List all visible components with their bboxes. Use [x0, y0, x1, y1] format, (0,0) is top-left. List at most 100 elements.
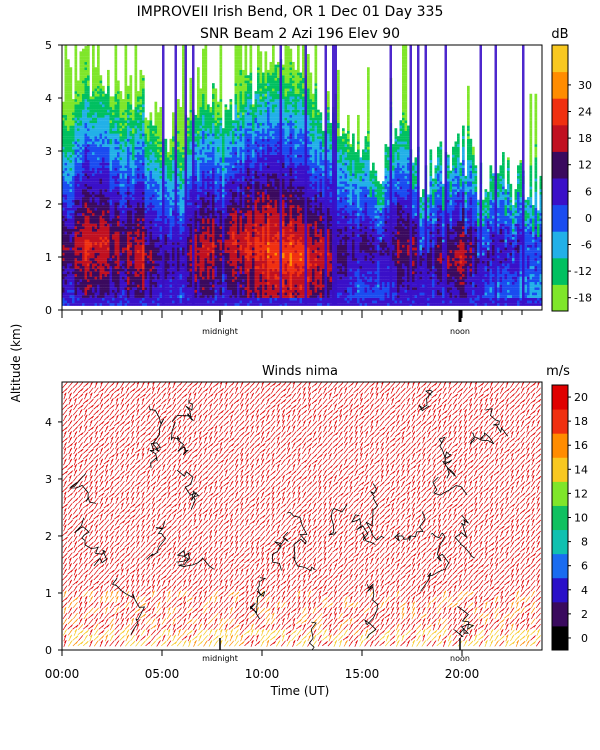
snr-y-ticks: 0 1 2 3 4 5 [45, 39, 62, 317]
snr-colorbar-swatch [552, 98, 568, 126]
snr-y-tick-label: 2 [45, 198, 52, 211]
wind-contour-line [111, 577, 146, 635]
wind-contour-line [308, 621, 317, 650]
winds-colorbar-label: 14 [574, 463, 588, 476]
wind-contour-line [328, 504, 348, 536]
wind-contour-line [351, 514, 376, 545]
snr-colorbar-label: 18 [578, 132, 592, 145]
panel-title-winds: Winds nima [262, 364, 338, 379]
winds-colorbar-label: 18 [574, 415, 588, 428]
winds-colorbar-label: 16 [574, 439, 588, 452]
winds-colorbar-swatch [552, 577, 568, 603]
winds-colorbar-swatch [552, 625, 568, 651]
winds-x-tick-label: 20:00 [445, 667, 480, 681]
snr-y-tick-label: 5 [45, 39, 52, 52]
wind-contour-line [454, 514, 475, 559]
snr-y-tick-label: 1 [45, 251, 52, 264]
winds-colorbar-label: 20 [574, 391, 588, 404]
winds-y-tick-label: 3 [45, 473, 52, 486]
wind-contour-line [432, 476, 468, 496]
winds-colorbar-swatch [552, 601, 568, 627]
snr-colorbar-swatch [552, 284, 568, 312]
winds-colorbar: m/s 0 2 4 6 8 10 12 14 16 18 20 [546, 364, 588, 651]
wind-contour-line [485, 408, 509, 437]
snr-colorbar-swatch [552, 151, 568, 179]
winds-y-tick-label: 4 [45, 416, 52, 429]
winds-panel: Winds nima 0 1 2 3 4 00:00 05:00 10:00 15:00 20:… [45, 364, 543, 698]
winds-colorbar-label: 12 [574, 487, 588, 500]
snr-midnight-label: midnight [202, 327, 238, 336]
winds-colorbar-unit: m/s [546, 364, 570, 379]
snr-colorbar-label: 12 [578, 159, 592, 172]
snr-colorbar-label: 30 [578, 79, 592, 92]
winds-midnight-label: midnight [202, 654, 238, 663]
snr-colorbar: dB -18 -12 -6 0 6 12 18 24 30 [551, 27, 592, 312]
y-axis-label: Altitude (km) [9, 324, 23, 403]
figure-title: IMPROVEII Irish Bend, OR 1 Dec 01 Day 33… [137, 4, 444, 20]
snr-panel: 0 1 2 3 4 5 midnight noon [45, 39, 543, 336]
winds-x-tick-label: 15:00 [345, 667, 380, 681]
snr-colorbar-label: 6 [585, 185, 592, 198]
wind-barbs [62, 382, 542, 647]
winds-colorbar-swatch [552, 409, 568, 434]
winds-colorbar-label: 6 [581, 560, 588, 573]
wind-contour-line [271, 531, 289, 571]
snr-colorbar-unit: dB [551, 27, 568, 42]
winds-colorbar-label: 8 [581, 536, 588, 549]
wind-contour-line [146, 521, 167, 560]
winds-colorbar-swatch [552, 385, 568, 410]
winds-y-tick-label: 0 [45, 644, 52, 657]
wind-contour-line [171, 399, 194, 423]
snr-x-ticks [61, 310, 523, 322]
winds-x-tick-label: 05:00 [145, 667, 180, 681]
winds-colorbar-swatch [552, 457, 568, 482]
wind-contour-line [249, 577, 267, 620]
snr-colorbar-swatch [552, 45, 568, 73]
winds-y-ticks: 0 1 2 3 4 [45, 416, 62, 657]
snr-colorbar-swatch [552, 124, 568, 152]
winds-colorbar-label: 4 [581, 584, 588, 597]
wind-contour-line [170, 421, 190, 456]
winds-x-tick-label: 00:00 [45, 667, 80, 681]
winds-y-tick-label: 2 [45, 530, 52, 543]
wind-contour-line [176, 469, 200, 510]
snr-colorbar-swatch [552, 231, 568, 259]
snr-colorbar-label: -18 [574, 292, 592, 305]
winds-colorbar-label: 0 [581, 632, 588, 645]
x-axis-label: Time (UT) [270, 684, 330, 698]
snr-noon-label: noon [450, 327, 470, 336]
winds-colorbar-swatch [552, 433, 568, 458]
wind-contour-line [365, 483, 385, 541]
winds-noon-label: noon [450, 654, 470, 663]
winds-colorbar-label: 10 [574, 512, 588, 525]
wind-contour-line [420, 532, 450, 592]
wind-contour-line [363, 583, 379, 639]
wind-contour-line [74, 517, 108, 567]
wind-contours [68, 389, 509, 650]
wind-contour-line [176, 549, 215, 570]
snr-colorbar-label: -6 [581, 239, 592, 252]
snr-colorbar-label: -12 [574, 265, 592, 278]
snr-y-tick-label: 0 [45, 304, 52, 317]
winds-x-ticks: 00:00 05:00 10:00 15:00 20:00 [45, 638, 480, 681]
winds-colorbar-swatch [552, 481, 568, 506]
wind-contour-line [470, 432, 495, 445]
snr-y-tick-label: 3 [45, 145, 52, 158]
wind-contour-line [149, 406, 165, 468]
winds-colorbar-swatch [552, 505, 568, 531]
panel-title-snr: SNR Beam 2 Azi 196 Elev 90 [200, 26, 400, 42]
snr-colorbar-swatch [552, 257, 568, 285]
wind-contour-line [418, 389, 433, 412]
snr-colorbar-swatch [552, 178, 568, 206]
wind-contour-line [438, 436, 457, 479]
wind-barb-set [62, 590, 536, 647]
winds-x-tick-label: 10:00 [245, 667, 280, 681]
wind-contour-line [394, 511, 426, 542]
winds-colorbar-label: 2 [581, 608, 588, 621]
wind-contour-line [287, 511, 316, 572]
snr-colorbar-swatch [552, 71, 568, 99]
snr-colorbar-label: 24 [578, 106, 592, 119]
snr-colorbar-swatch [552, 204, 568, 232]
snr-colorbar-label: 0 [585, 212, 592, 225]
